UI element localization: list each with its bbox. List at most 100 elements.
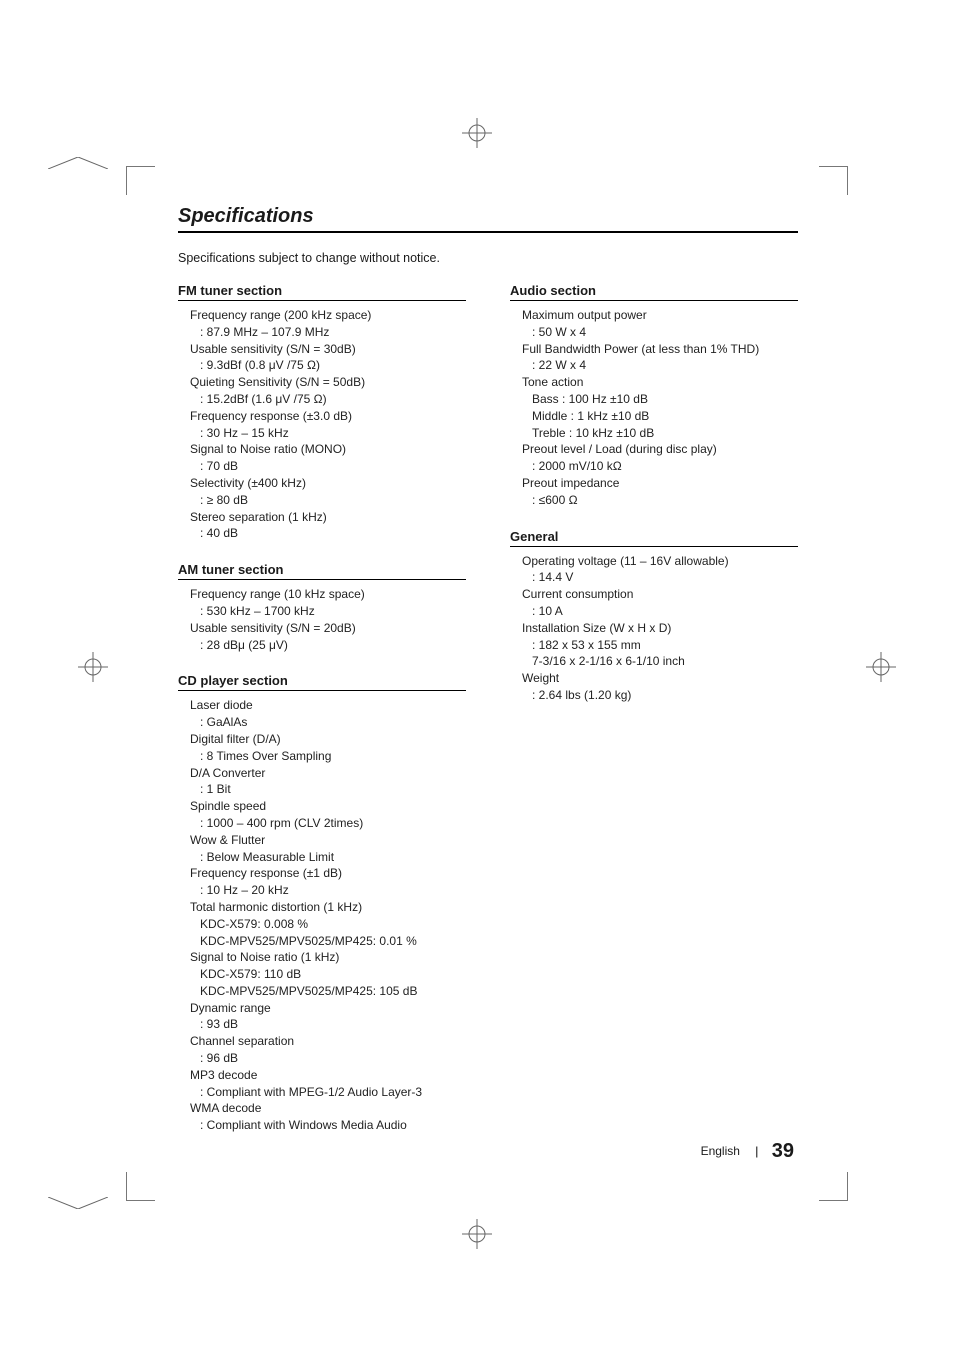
spec-value: : 87.9 MHz – 107.9 MHz [190,324,466,341]
crop-mark-br [819,1172,848,1201]
spec-value: KDC-X579: 0.008 % [190,916,466,933]
spec-label: Usable sensitivity (S/N = 30dB) [190,341,466,358]
spec-label: Tone action [522,374,798,391]
section-rule [178,300,466,301]
spec-label: Quieting Sensitivity (S/N = 50dB) [190,374,466,391]
spec-label: Frequency range (200 kHz space) [190,307,466,324]
spec-value: : 530 kHz – 1700 kHz [190,603,466,620]
section-heading: AM tuner section [178,562,466,577]
registration-mark-bottom [462,1219,492,1249]
spec-value: : 96 dB [190,1050,466,1067]
spec-value: : 14.4 V [522,569,798,586]
crop-mark-tl [126,166,155,195]
section-fm: FM tuner section Frequency range (200 kHz… [178,283,466,542]
section-heading: General [510,529,798,544]
spine-mark-bottom [48,1197,108,1209]
crop-mark-tr [819,166,848,195]
spec-value: : 1 Bit [190,781,466,798]
section-heading: CD player section [178,673,466,688]
spec-value: : ≤600 Ω [522,492,798,509]
spec-list: Frequency range (10 kHz space): 530 kHz … [178,586,466,653]
spine-mark-top [48,157,108,169]
section-heading: Audio section [510,283,798,298]
spec-value: KDC-X579: 110 dB [190,966,466,983]
spec-value: : 1000 – 400 rpm (CLV 2times) [190,815,466,832]
section-rule [510,546,798,547]
spec-value: : 9.3dBf (0.8 μV /75 Ω) [190,357,466,374]
section-general: General Operating voltage (11 – 16V allow… [510,529,798,704]
spec-label: Maximum output power [522,307,798,324]
page-footer: English | 39 [701,1140,794,1163]
right-column: Audio section Maximum output power: 50 W … [510,283,798,1154]
section-rule [178,690,466,691]
page-title: Specifications [178,205,798,228]
spec-label: Laser diode [190,697,466,714]
spec-value: KDC-MPV525/MPV5025/MP425: 105 dB [190,983,466,1000]
registration-mark-right [866,652,896,682]
spec-label: Preout level / Load (during disc play) [522,441,798,458]
spec-value: : 10 A [522,603,798,620]
section-am: AM tuner section Frequency range (10 kHz … [178,562,466,653]
spec-value: : 22 W x 4 [522,357,798,374]
spec-label: Stereo separation (1 kHz) [190,509,466,526]
section-rule [510,300,798,301]
spec-label: Channel separation [190,1033,466,1050]
spec-value: : Below Measurable Limit [190,849,466,866]
spec-list: Operating voltage (11 – 16V allowable): … [510,553,798,704]
spec-label: Signal to Noise ratio (MONO) [190,441,466,458]
spec-label: Digital filter (D/A) [190,731,466,748]
spec-value: : Compliant with Windows Media Audio [190,1117,466,1134]
section-audio: Audio section Maximum output power: 50 W … [510,283,798,509]
spec-label: Weight [522,670,798,687]
spec-value: : 93 dB [190,1016,466,1033]
spec-value: Middle : 1 kHz ±10 dB [522,408,798,425]
spec-value: : 40 dB [190,525,466,542]
spec-label: Signal to Noise ratio (1 kHz) [190,949,466,966]
spec-value: : 70 dB [190,458,466,475]
spec-label: MP3 decode [190,1067,466,1084]
title-rule [178,231,798,233]
spec-value: : ≥ 80 dB [190,492,466,509]
spec-value: : 30 Hz – 15 kHz [190,425,466,442]
spec-label: Spindle speed [190,798,466,815]
spec-value: : 10 Hz – 20 kHz [190,882,466,899]
section-heading: FM tuner section [178,283,466,298]
spec-value: Treble : 10 kHz ±10 dB [522,425,798,442]
spec-value: KDC-MPV525/MPV5025/MP425: 0.01 % [190,933,466,950]
spec-value: : 2000 mV/10 kΩ [522,458,798,475]
spec-list: Frequency range (200 kHz space): 87.9 MH… [178,307,466,542]
spec-list: Maximum output power: 50 W x 4Full Bandw… [510,307,798,509]
spec-label: Installation Size (W x H x D) [522,620,798,637]
spec-value: 7-3/16 x 2-1/16 x 6-1/10 inch [522,653,798,670]
spec-label: Full Bandwidth Power (at less than 1% TH… [522,341,798,358]
left-column: FM tuner section Frequency range (200 kHz… [178,283,466,1154]
spec-label: Dynamic range [190,1000,466,1017]
section-cd: CD player section Laser diode: GaAlAsDigi… [178,673,466,1134]
page-subtitle: Specifications subject to change without… [178,251,798,265]
section-rule [178,579,466,580]
spec-value: : 182 x 53 x 155 mm [522,637,798,654]
footer-divider: | [755,1144,758,1158]
spec-label: Operating voltage (11 – 16V allowable) [522,553,798,570]
spec-label: Frequency response (±1 dB) [190,865,466,882]
spec-value: : 50 W x 4 [522,324,798,341]
footer-page-number: 39 [772,1140,794,1162]
spec-list: Laser diode: GaAlAsDigital filter (D/A):… [178,697,466,1134]
crop-mark-bl [126,1172,155,1201]
spec-value: : 28 dBμ (25 μV) [190,637,466,654]
spec-label: D/A Converter [190,765,466,782]
spec-value: Bass : 100 Hz ±10 dB [522,391,798,408]
columns-wrapper: FM tuner section Frequency range (200 kHz… [178,283,798,1154]
spec-label: Selectivity (±400 kHz) [190,475,466,492]
spec-label: Preout impedance [522,475,798,492]
spec-value: : 2.64 lbs (1.20 kg) [522,687,798,704]
spec-label: WMA decode [190,1100,466,1117]
spec-label: Current consumption [522,586,798,603]
spec-value: : GaAlAs [190,714,466,731]
spec-value: : 15.2dBf (1.6 μV /75 Ω) [190,391,466,408]
spec-label: Frequency range (10 kHz space) [190,586,466,603]
footer-language: English [701,1144,740,1158]
page-content: Specifications Specifications subject to… [178,205,798,1154]
spec-label: Frequency response (±3.0 dB) [190,408,466,425]
registration-mark-left [78,652,108,682]
